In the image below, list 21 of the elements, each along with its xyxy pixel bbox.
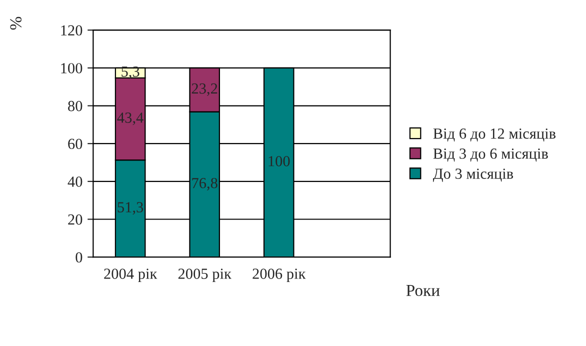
y-axis-title: %: [10, 16, 22, 30]
x-tick-label: 2005 рік: [178, 268, 232, 282]
data-label: 51,3: [118, 202, 144, 215]
y-tick-label: 80: [68, 100, 82, 112]
legend-label: Від 3 до 6 місяців: [433, 148, 548, 162]
data-label: 100: [268, 156, 290, 166]
y-tick-label: 100: [61, 63, 82, 74]
y-tick-label: 60: [68, 138, 82, 150]
y-tick-label: 0: [76, 252, 82, 263]
y-tick-label: 120: [61, 25, 82, 36]
legend-label: До 3 місяців: [432, 168, 514, 182]
x-tick-label: 2006 рік: [252, 268, 306, 282]
data-label: 43,4: [117, 112, 144, 126]
y-tick-label: 40: [68, 176, 82, 187]
data-label: 5,3: [122, 66, 140, 79]
legend-label: Від 6 до 12 місяців: [433, 128, 556, 142]
x-tick-label: 2004 рік: [104, 268, 158, 282]
data-label: 23,2: [192, 83, 218, 96]
data-label: 76,8: [192, 178, 218, 190]
x-axis-title: Роки: [406, 284, 440, 296]
y-tick-label: 20: [68, 214, 82, 225]
